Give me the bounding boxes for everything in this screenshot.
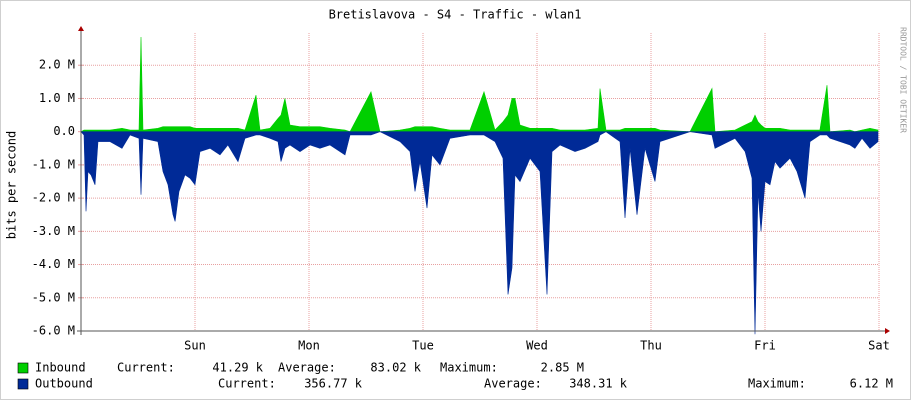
- y-axis-label: bits per second: [5, 131, 19, 239]
- y-tick-label: -5.0 M: [32, 290, 75, 304]
- stat-label: Average:: [278, 361, 336, 375]
- x-tick-label: Sun: [184, 339, 206, 353]
- stat-label: Maximum:: [440, 361, 498, 375]
- stat-value: 83.02 k: [370, 361, 421, 375]
- y-tick-label: 1.0 M: [39, 91, 75, 105]
- y-tick-label: -3.0 M: [32, 224, 75, 238]
- stat-value: 348.31 k: [569, 377, 628, 391]
- stat-value: 6.12 M: [850, 377, 893, 391]
- y-tick-label: -2.0 M: [32, 191, 75, 205]
- plot-area: [81, 33, 879, 331]
- y-tick-label: -1.0 M: [32, 157, 75, 171]
- stat-value: 356.77 k: [304, 377, 363, 391]
- stat-label: Current:: [218, 377, 276, 391]
- x-tick-label: Mon: [298, 339, 320, 353]
- chart-title: Bretislavova - S4 - Traffic - wlan1: [329, 8, 582, 22]
- stat-value: 41.29 k: [212, 361, 263, 375]
- stat-value: 2.85 M: [541, 361, 584, 375]
- y-tick-label: -4.0 M: [32, 257, 75, 271]
- x-tick-label: Thu: [640, 339, 662, 353]
- area: [80, 36, 879, 133]
- x-tick-label: Tue: [412, 339, 434, 353]
- y-tick-label: 0.0: [53, 124, 75, 138]
- area: [80, 131, 879, 335]
- legend-swatch: [17, 362, 29, 374]
- x-tick-label: Fri: [754, 339, 776, 353]
- legend-label: Inbound: [35, 361, 86, 375]
- y-tick-label: 2.0 M: [39, 58, 75, 72]
- x-tick-label: Sat: [868, 339, 890, 353]
- legend-label: Outbound: [35, 377, 93, 391]
- watermark: RRDTOOL / TOBI OETIKER: [899, 27, 908, 133]
- stat-label: Current:: [117, 361, 175, 375]
- y-arrow: [78, 26, 84, 31]
- x-arrow: [885, 328, 890, 334]
- y-tick-label: -6.0 M: [32, 324, 75, 338]
- stat-label: Maximum:: [748, 377, 806, 391]
- x-tick-label: Wed: [526, 339, 548, 353]
- legend-swatch: [17, 378, 29, 390]
- stat-label: Average:: [484, 377, 542, 391]
